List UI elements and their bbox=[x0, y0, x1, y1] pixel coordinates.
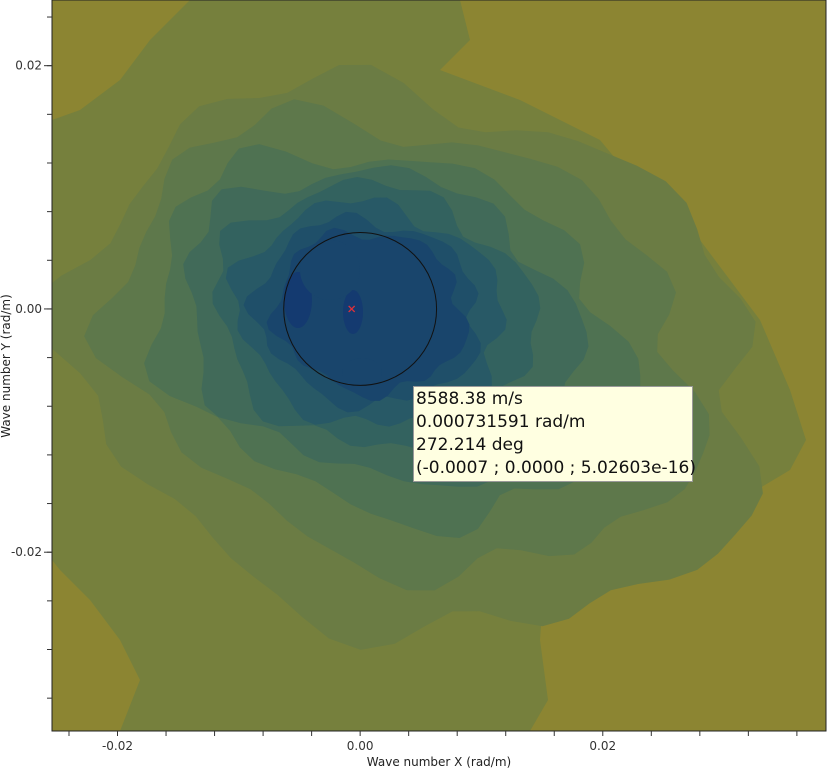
beam-circle bbox=[283, 232, 438, 386]
y-tick-label: 0.02 bbox=[15, 59, 42, 73]
x-tick-label: 0.00 bbox=[347, 739, 374, 753]
tooltip-wavenumber: 0.000731591 rad/m bbox=[416, 412, 586, 432]
x-tick-label: -0.02 bbox=[102, 739, 133, 753]
contour-minimum bbox=[343, 290, 363, 334]
tooltip-velocity: 8588.38 m/s bbox=[416, 389, 523, 409]
peak-marker-icon bbox=[348, 305, 356, 313]
y-axis-label: Wave number Y (rad/m) bbox=[0, 294, 13, 438]
y-tick-label: -0.02 bbox=[11, 545, 42, 559]
tooltip-azimuth: 272.214 deg bbox=[416, 435, 524, 455]
plot-frame bbox=[51, 0, 827, 732]
x-tick-label: 0.02 bbox=[589, 739, 616, 753]
contour-minimum bbox=[342, 358, 382, 386]
tooltip-coordinates: (-0.0007 ; 0.0000 ; 5.02603e-16) bbox=[416, 458, 696, 478]
contour-minimum bbox=[300, 240, 360, 300]
tooltip: 8588.38 m/s 0.000731591 rad/m 272.214 de… bbox=[413, 386, 696, 482]
y-tick-label: 0.00 bbox=[15, 302, 42, 316]
x-axis-label: Wave number X (rad/m) bbox=[367, 755, 511, 768]
